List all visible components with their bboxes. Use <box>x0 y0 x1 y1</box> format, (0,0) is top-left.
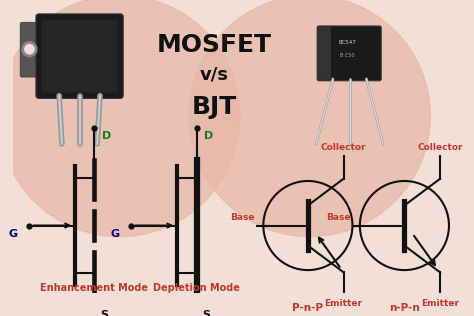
Text: P-n-P: P-n-P <box>292 303 323 313</box>
Text: BJT: BJT <box>192 95 237 119</box>
Text: D: D <box>102 131 111 142</box>
FancyBboxPatch shape <box>36 14 123 98</box>
FancyBboxPatch shape <box>42 20 118 93</box>
Text: n-P-n: n-P-n <box>389 303 420 313</box>
Text: MOSFET: MOSFET <box>157 33 272 57</box>
Circle shape <box>22 42 37 57</box>
Text: Emitter: Emitter <box>325 299 363 308</box>
Text: D: D <box>204 131 213 142</box>
Text: S: S <box>100 310 109 316</box>
Text: S: S <box>202 310 210 316</box>
Text: Base: Base <box>327 213 351 222</box>
Text: G: G <box>110 229 119 240</box>
Circle shape <box>25 45 34 54</box>
FancyBboxPatch shape <box>20 22 44 77</box>
Text: Enhancement Mode: Enhancement Mode <box>40 283 148 293</box>
FancyBboxPatch shape <box>317 26 381 81</box>
Circle shape <box>0 0 240 237</box>
Text: BC547: BC547 <box>338 40 356 45</box>
Text: Base: Base <box>230 213 255 222</box>
Text: Collector: Collector <box>417 143 463 152</box>
Text: v/s: v/s <box>200 65 229 83</box>
Text: B C50: B C50 <box>340 53 355 58</box>
Text: Depletion Mode: Depletion Mode <box>153 283 240 293</box>
Circle shape <box>189 0 430 237</box>
FancyBboxPatch shape <box>318 27 331 80</box>
Text: G: G <box>8 229 18 240</box>
Text: Collector: Collector <box>321 143 366 152</box>
Text: Emitter: Emitter <box>421 299 459 308</box>
